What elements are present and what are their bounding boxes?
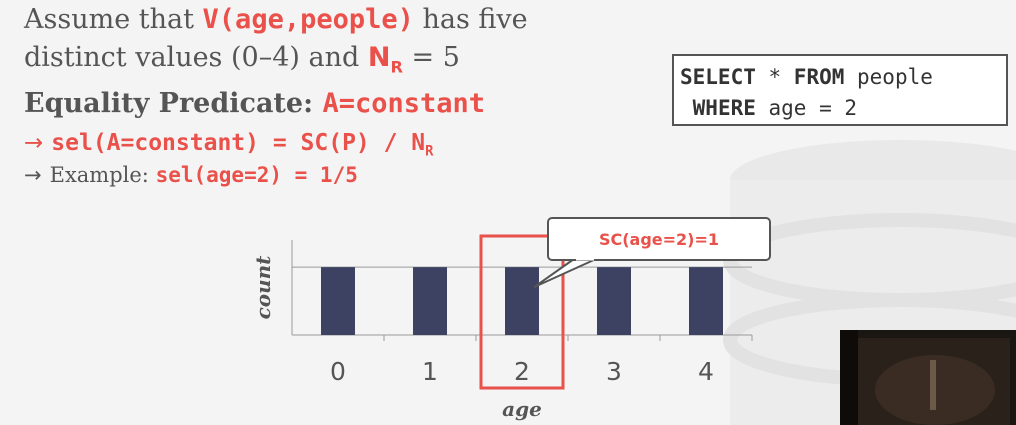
- bar-3: [597, 267, 631, 335]
- v-age-people-code: V(age,people): [202, 4, 414, 35]
- highlight-box: [479, 234, 565, 390]
- bar-4: [689, 267, 723, 335]
- intro-line: Assume that V(age,people) has five: [24, 4, 528, 35]
- bar-0: [321, 267, 355, 335]
- x-axis-label: age: [502, 397, 542, 421]
- selectivity-formula: → sel(A=constant) = SC(P) / NR: [24, 130, 434, 160]
- sql-line-2: WHERE age = 2: [692, 96, 858, 120]
- x-tick-label-0: 0: [330, 357, 346, 386]
- y-axis-label: count: [251, 255, 275, 320]
- equality-predicate-heading: Equality Predicate: A=constant: [24, 88, 486, 119]
- x-tick-label-2: 2: [514, 357, 530, 386]
- nr-symbol: NR: [367, 42, 403, 77]
- callout-bubble: SC(age=2)=1: [533, 217, 771, 289]
- sql-query-box: SELECT * FROM people WHERE age = 2: [672, 54, 1008, 126]
- x-tick-label-3: 3: [606, 357, 622, 386]
- bar-1: [413, 267, 447, 335]
- presenter-webcam: [840, 330, 1016, 425]
- example-line: → Example: sel(age=2) = 1/5: [24, 163, 358, 187]
- bar-2: [505, 267, 539, 335]
- x-tick-label-1: 1: [422, 357, 438, 386]
- callout-label: SC(age=2)=1: [599, 230, 719, 249]
- distinct-values-line: distinct values (0–4) and NR = 5: [24, 42, 460, 77]
- sql-line-1: SELECT * FROM people: [680, 65, 933, 89]
- arrow-right-icon: →: [24, 163, 42, 187]
- x-tick-label-4: 4: [698, 357, 714, 386]
- arrow-right-icon: →: [24, 130, 44, 156]
